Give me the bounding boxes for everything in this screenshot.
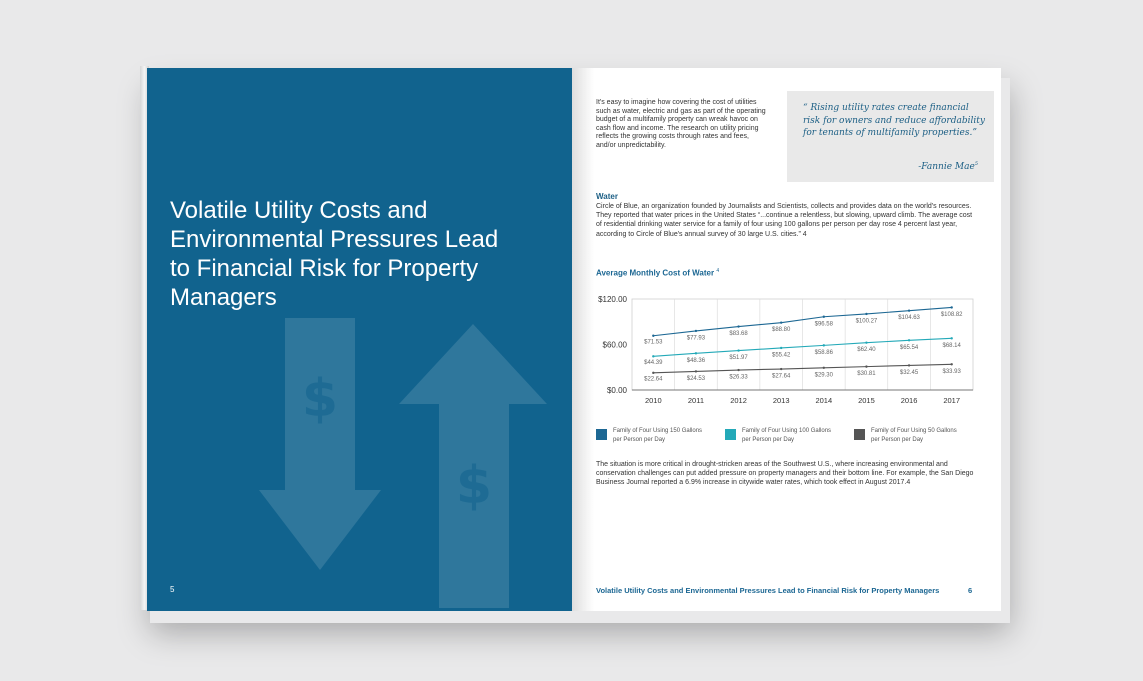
intro-paragraph: It's easy to imagine how covering the co… xyxy=(596,99,766,149)
data-label: $108.82 xyxy=(941,312,963,318)
data-label: $30.81 xyxy=(857,371,876,377)
data-point xyxy=(779,346,783,350)
left-page-edge xyxy=(140,66,149,610)
data-label: $22.64 xyxy=(644,376,663,382)
quote-attribution: -Fannie Mae5 xyxy=(918,161,978,172)
y-tick-label: $60.00 xyxy=(603,341,628,350)
data-point xyxy=(907,364,911,367)
data-point xyxy=(822,366,826,369)
data-label: $55.42 xyxy=(772,352,791,358)
series-line xyxy=(653,306,952,337)
data-label: $51.97 xyxy=(729,355,748,361)
x-tick-label: 2015 xyxy=(858,396,875,405)
chart-title-text: Average Monthly Cost of Water xyxy=(596,268,715,278)
data-point xyxy=(950,306,953,309)
data-point xyxy=(737,349,740,352)
x-tick-label: 2013 xyxy=(773,396,790,405)
closing-paragraph: The situation is more critical in drough… xyxy=(596,461,974,487)
data-point xyxy=(694,329,698,333)
data-label: $65.54 xyxy=(900,345,919,351)
data-point xyxy=(779,321,783,324)
data-label: $88.80 xyxy=(772,327,791,333)
data-point xyxy=(779,367,783,371)
x-tick-label: 2016 xyxy=(901,396,918,405)
data-point xyxy=(950,363,953,366)
legend-swatch-50 xyxy=(854,429,865,440)
data-label: $29.30 xyxy=(815,372,834,378)
dollar-icon: $ xyxy=(302,369,338,429)
quote-text: “ Rising utility rates create financial … xyxy=(803,103,985,138)
x-tick-label: 2017 xyxy=(943,396,960,405)
data-label: $71.53 xyxy=(644,339,663,345)
data-label: $83.68 xyxy=(729,331,748,337)
data-label: $68.14 xyxy=(943,343,962,349)
dollar-icon: $ xyxy=(456,456,492,516)
data-point xyxy=(822,315,826,318)
data-point xyxy=(865,312,868,316)
data-point xyxy=(652,371,655,375)
running-footer: Volatile Utility Costs and Environmental… xyxy=(596,586,940,595)
data-point xyxy=(694,370,698,373)
pull-quote: “ Rising utility rates create financial … xyxy=(787,91,994,182)
data-point xyxy=(737,368,740,372)
quote-footnote: 5 xyxy=(974,161,978,167)
down-arrow-icon xyxy=(259,318,381,570)
data-point xyxy=(907,309,911,312)
data-label: $26.33 xyxy=(729,375,748,381)
data-label: $104.63 xyxy=(898,315,920,321)
dollar-arrows-graphic: $ $ xyxy=(259,318,547,608)
data-label: $32.45 xyxy=(900,370,919,376)
data-label: $44.39 xyxy=(644,360,663,366)
data-point xyxy=(865,341,868,344)
chart-title: Average Monthly Cost of Water 4 xyxy=(596,268,719,278)
data-label: $62.40 xyxy=(857,347,876,353)
data-point xyxy=(865,365,868,368)
up-arrow-icon xyxy=(399,324,547,608)
x-tick-label: 2010 xyxy=(645,396,662,405)
series-line xyxy=(653,363,952,374)
data-point xyxy=(950,337,953,340)
quote-attribution-name: -Fannie Mae xyxy=(918,162,975,172)
legend-label-100: Family of Four Using 100 Gallons per Per… xyxy=(742,428,832,443)
chart-title-footnote: 4 xyxy=(716,268,720,274)
page-number: 6 xyxy=(968,586,973,595)
x-tick-label: 2014 xyxy=(815,396,832,405)
data-label: $27.64 xyxy=(772,374,791,380)
data-label: $24.53 xyxy=(687,376,706,382)
data-label: $77.93 xyxy=(687,335,706,341)
data-label: $48.36 xyxy=(687,358,706,364)
gutter-shadow xyxy=(572,68,594,611)
data-point xyxy=(737,325,740,328)
data-label: $58.86 xyxy=(815,350,834,356)
series-line xyxy=(653,337,952,357)
legend-swatch-150 xyxy=(596,429,607,440)
data-label: $33.93 xyxy=(943,369,962,375)
data-point xyxy=(652,355,655,358)
left-page: $ $ Volatile Utility Costs and Environme… xyxy=(147,68,572,611)
data-point xyxy=(694,352,698,355)
page-title: Volatile Utility Costs and Environmental… xyxy=(170,197,499,311)
legend-swatch-100 xyxy=(725,429,736,440)
data-point xyxy=(822,344,826,347)
y-tick-label: $0.00 xyxy=(607,386,628,395)
x-tick-label: 2012 xyxy=(730,396,747,405)
data-label: $96.58 xyxy=(815,321,834,327)
data-label: $100.27 xyxy=(856,318,878,324)
data-point xyxy=(907,339,911,342)
y-tick-label: $120.00 xyxy=(598,295,627,304)
x-tick-label: 2011 xyxy=(688,396,704,405)
water-paragraph: Circle of Blue, an organization founded … xyxy=(596,203,973,238)
water-cost-chart: $120.00 $60.00 $0.00 2010 2011 2012 2013 2014 20… xyxy=(598,295,974,405)
page-number: 5 xyxy=(170,585,175,594)
data-point xyxy=(652,334,655,337)
right-page: It's easy to imagine how covering the co… xyxy=(572,68,1001,611)
water-heading: Water xyxy=(596,192,618,201)
legend-label-50: Family of Four Using 50 Gallons per Pers… xyxy=(871,428,957,443)
legend-label-150: Family of Four Using 150 Gallons per Per… xyxy=(613,428,703,443)
